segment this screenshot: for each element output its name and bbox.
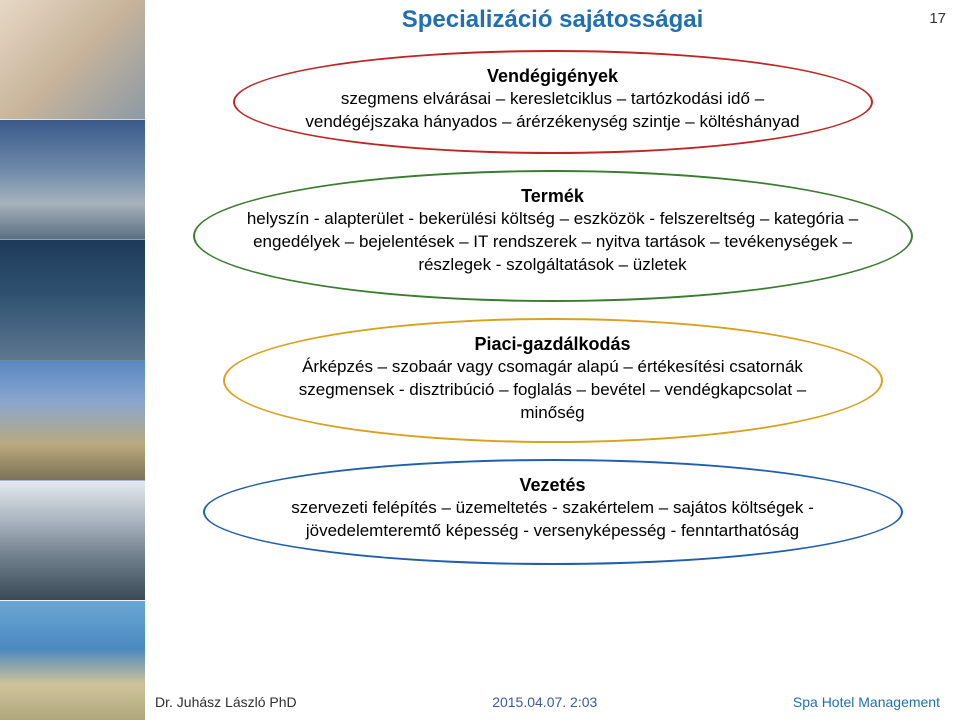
- slide-page: Specializáció sajátosságai 17 Vendégigén…: [0, 0, 960, 720]
- content-area: Vendégigények szegmens elvárásai – keres…: [165, 50, 940, 670]
- ellipse-text: Termék helyszín - alapterület - bekerülé…: [193, 170, 913, 295]
- ellipse-title: Termék: [243, 184, 863, 208]
- ellipse-text: Vendégigények szegmens elvárásai – keres…: [233, 50, 873, 152]
- strip-photo-3: [0, 240, 145, 360]
- ellipse-body: szegmens elvárásai – keresletciklus – ta…: [283, 88, 823, 134]
- slide-footer: Dr. Juhász László PhD 2015.04.07. 2:03 S…: [155, 694, 940, 710]
- ellipse-title: Vezetés: [253, 473, 853, 497]
- ellipse-termek: Termék helyszín - alapterület - bekerülé…: [193, 170, 913, 302]
- ellipse-title: Piaci-gazdálkodás: [273, 332, 833, 356]
- page-number: 17: [929, 10, 946, 27]
- ellipse-text: Piaci-gazdálkodás Árképzés – szobaár vag…: [223, 318, 883, 443]
- slide-header: Specializáció sajátosságai: [145, 6, 960, 34]
- ellipse-vezetes: Vezetés szervezeti felépítés – üzemeltet…: [203, 459, 903, 565]
- strip-photo-5: [0, 481, 145, 601]
- ellipse-body: szervezeti felépítés – üzemeltetés - sza…: [253, 497, 853, 543]
- ellipse-vendegigenyek: Vendégigények szegmens elvárásai – keres…: [233, 50, 873, 154]
- strip-photo-6: [0, 601, 145, 720]
- footer-author: Dr. Juhász László PhD: [155, 694, 297, 710]
- ellipse-body: helyszín - alapterület - bekerülési költ…: [243, 208, 863, 277]
- ellipse-piaci: Piaci-gazdálkodás Árképzés – szobaár vag…: [223, 318, 883, 443]
- ellipse-text: Vezetés szervezeti felépítés – üzemeltet…: [203, 459, 903, 561]
- strip-photo-1: [0, 0, 145, 120]
- ellipse-title: Vendégigények: [283, 64, 823, 88]
- ellipse-body: Árképzés – szobaár vagy csomagár alapú –…: [273, 356, 833, 425]
- slide-title: Specializáció sajátosságai: [402, 6, 704, 33]
- footer-timestamp: 2015.04.07. 2:03: [492, 694, 597, 710]
- strip-photo-2: [0, 120, 145, 240]
- strip-photo-4: [0, 361, 145, 481]
- photo-strip: [0, 0, 145, 720]
- footer-project: Spa Hotel Management: [793, 694, 940, 710]
